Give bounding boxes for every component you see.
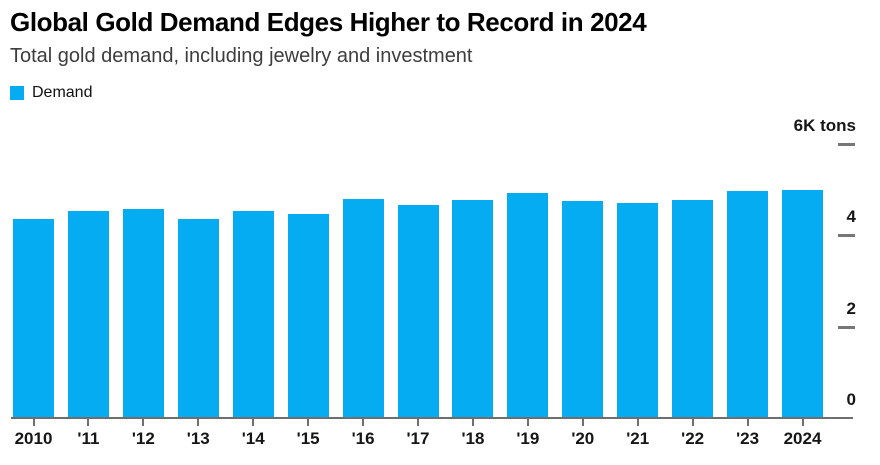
x-tick-'12 bbox=[142, 419, 145, 426]
x-tick-'21 bbox=[636, 419, 639, 426]
x-label-'14: '14 bbox=[241, 429, 265, 448]
bar-'17 bbox=[397, 204, 439, 417]
x-label-'22: '22 bbox=[681, 429, 705, 448]
x-label-'12: '12 bbox=[131, 429, 155, 448]
bar-2024 bbox=[782, 189, 824, 417]
x-label-'17: '17 bbox=[406, 429, 430, 448]
x-tick-'15 bbox=[307, 419, 310, 426]
x-tick-'17 bbox=[417, 419, 419, 426]
bar-'16 bbox=[342, 198, 384, 417]
x-label-'23: '23 bbox=[736, 429, 760, 448]
y-label-2: 2 bbox=[846, 298, 856, 318]
bar-2010 bbox=[13, 219, 54, 417]
x-tick-'13 bbox=[197, 419, 200, 426]
x-tick-'14 bbox=[252, 419, 255, 426]
x-label-2010: 2010 bbox=[14, 429, 53, 448]
bar-'11 bbox=[67, 210, 109, 417]
chart-subtitle: Total gold demand, including jewelry and… bbox=[10, 45, 473, 67]
legend-swatch-demand bbox=[10, 86, 24, 100]
legend-label-demand: Demand bbox=[32, 84, 93, 101]
x-tick-'23 bbox=[746, 419, 749, 426]
bar-'22 bbox=[672, 199, 714, 417]
x-label-'15: '15 bbox=[296, 429, 320, 448]
y-label-4: 4 bbox=[846, 207, 856, 226]
x-tick-'19 bbox=[526, 419, 529, 426]
bar-'14 bbox=[232, 211, 274, 417]
bar-'12 bbox=[122, 208, 164, 417]
chart-title: Global Gold Demand Edges Higher to Recor… bbox=[10, 7, 647, 37]
bar-'19 bbox=[507, 192, 549, 417]
bar-'18 bbox=[452, 199, 494, 417]
bar-'20 bbox=[562, 201, 604, 417]
x-label-'16: '16 bbox=[351, 429, 375, 448]
x-tick-'22 bbox=[691, 419, 694, 426]
bar-'15 bbox=[287, 213, 329, 417]
y-label-0: 0 bbox=[846, 390, 856, 409]
x-tick-2024 bbox=[801, 419, 804, 426]
x-tick-2010 bbox=[32, 419, 35, 426]
x-label-'13: '13 bbox=[186, 429, 210, 448]
x-label-'20: '20 bbox=[571, 429, 595, 448]
y-tick-dash-4 bbox=[838, 234, 855, 237]
x-tick-'20 bbox=[581, 419, 584, 426]
bar-'13 bbox=[177, 218, 219, 417]
bar-'23 bbox=[727, 190, 769, 417]
x-label-'18: '18 bbox=[461, 429, 485, 448]
x-axis-line bbox=[11, 417, 853, 419]
x-label-2024: 2024 bbox=[783, 429, 822, 448]
y-tick-dash-6 bbox=[838, 142, 855, 146]
x-tick-'16 bbox=[362, 419, 365, 426]
bar-'21 bbox=[617, 202, 659, 417]
x-tick-'11 bbox=[87, 419, 90, 426]
legend: Demand bbox=[10, 84, 92, 102]
y-label-6: 6K tons bbox=[793, 115, 856, 135]
x-tick-'18 bbox=[471, 419, 474, 426]
x-label-'19: '19 bbox=[516, 429, 540, 448]
x-label-'21: '21 bbox=[626, 429, 650, 448]
y-tick-dash-2 bbox=[838, 325, 855, 329]
x-label-'11: '11 bbox=[77, 429, 100, 448]
